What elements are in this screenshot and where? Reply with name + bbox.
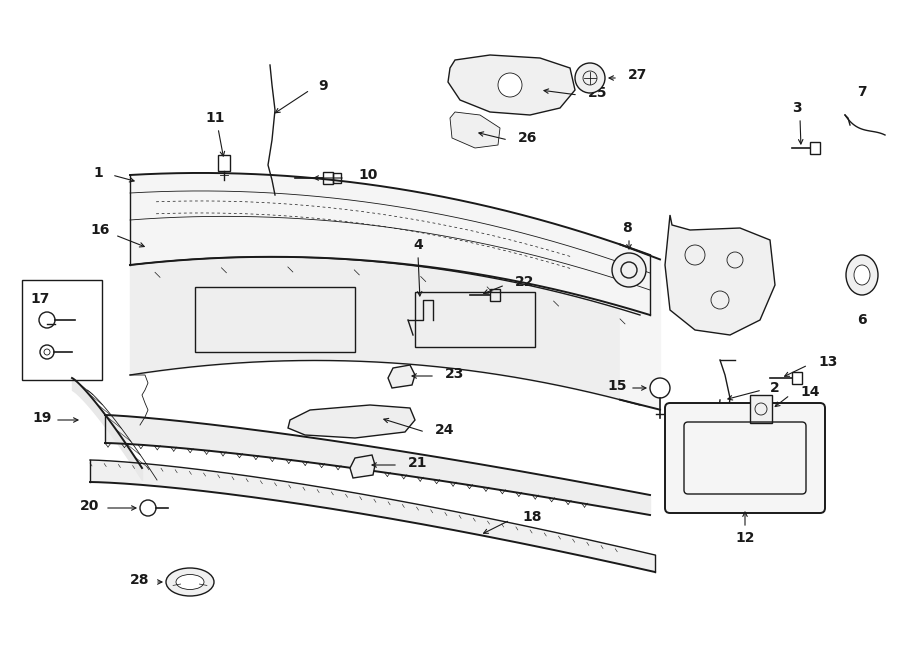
Bar — [195, 287, 355, 352]
Text: 18: 18 — [522, 510, 542, 524]
Bar — [323, 172, 333, 184]
Circle shape — [612, 253, 646, 287]
Text: 16: 16 — [90, 223, 110, 237]
Polygon shape — [388, 365, 415, 388]
Ellipse shape — [176, 574, 204, 590]
Polygon shape — [288, 405, 415, 438]
Text: 28: 28 — [130, 573, 149, 587]
Text: 5: 5 — [711, 483, 721, 497]
Circle shape — [575, 63, 605, 93]
Text: 15: 15 — [608, 379, 626, 393]
Ellipse shape — [166, 568, 214, 596]
Text: 14: 14 — [800, 385, 820, 399]
Text: 23: 23 — [445, 367, 464, 381]
Bar — [750, 395, 772, 423]
Text: 7: 7 — [857, 85, 867, 99]
Polygon shape — [665, 215, 775, 335]
Text: 27: 27 — [628, 68, 647, 82]
Circle shape — [498, 73, 522, 97]
Polygon shape — [450, 112, 500, 148]
Ellipse shape — [846, 255, 878, 295]
Text: 4: 4 — [413, 238, 423, 252]
Text: 12: 12 — [735, 531, 755, 545]
Bar — [810, 142, 820, 154]
Polygon shape — [448, 55, 575, 115]
Text: 20: 20 — [80, 499, 100, 513]
Text: 1: 1 — [93, 166, 103, 180]
Bar — [490, 289, 500, 301]
Ellipse shape — [854, 265, 870, 285]
Text: 9: 9 — [318, 79, 328, 93]
Text: 19: 19 — [32, 411, 51, 425]
Circle shape — [650, 378, 670, 398]
Text: 8: 8 — [622, 221, 632, 235]
Text: 26: 26 — [518, 131, 537, 145]
Text: 3: 3 — [792, 101, 802, 115]
Text: 13: 13 — [818, 355, 837, 369]
Text: 24: 24 — [435, 423, 454, 437]
Bar — [415, 292, 535, 347]
Text: 21: 21 — [408, 456, 427, 470]
Bar — [218, 155, 230, 171]
Bar — [333, 173, 341, 183]
Bar — [792, 372, 802, 384]
Text: 11: 11 — [205, 111, 225, 125]
Text: 25: 25 — [588, 86, 608, 100]
Text: 10: 10 — [358, 168, 377, 182]
Bar — [22, 280, 102, 380]
Text: 6: 6 — [857, 313, 867, 327]
Text: 22: 22 — [515, 275, 535, 289]
Text: 17: 17 — [30, 292, 50, 306]
Text: 2: 2 — [770, 381, 779, 395]
Polygon shape — [350, 455, 375, 478]
FancyBboxPatch shape — [665, 403, 825, 513]
